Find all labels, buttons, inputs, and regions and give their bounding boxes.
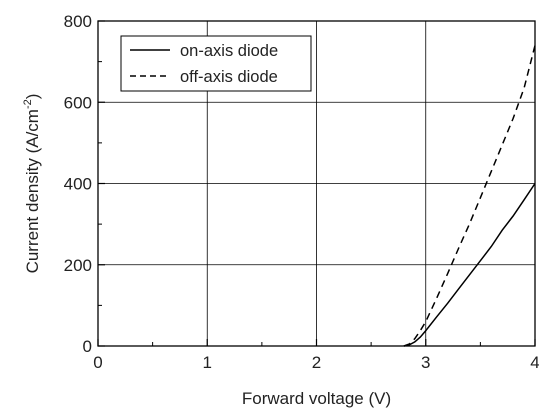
tick-labels: 0 1 2 3 4 0 200 400 600 800 [64,12,539,372]
series-layer [403,45,536,347]
x-tick-label: 3 [421,353,430,372]
x-tick-label: 1 [203,353,212,372]
x-tick-label: 4 [530,353,539,372]
x-tick-label: 0 [93,353,102,372]
legend-label-on-axis: on-axis diode [180,42,278,60]
y-axis-label-superscript: -2 [22,99,34,109]
y-tick-label: 600 [64,93,92,112]
y-axis-label: Current density (A/cm-2) [22,94,42,274]
ticks [97,20,536,347]
series-line-off-axis [403,45,536,347]
legend-box [120,35,312,92]
y-tick-label: 800 [64,12,92,31]
y-axis-label-tail: ) [23,94,42,100]
y-axis-label-main: Current density (A/cm [23,109,42,273]
y-tick-label: 400 [64,175,92,194]
legend: on-axis diode off-axis diode [120,35,312,92]
x-tick-label: 2 [312,353,321,372]
y-tick-label: 0 [83,337,92,356]
y-tick-label: 200 [64,256,92,275]
legend-label-off-axis: off-axis diode [180,68,278,86]
x-axis-label: Forward voltage (V) [242,389,391,408]
series-line-on-axis [403,183,536,347]
